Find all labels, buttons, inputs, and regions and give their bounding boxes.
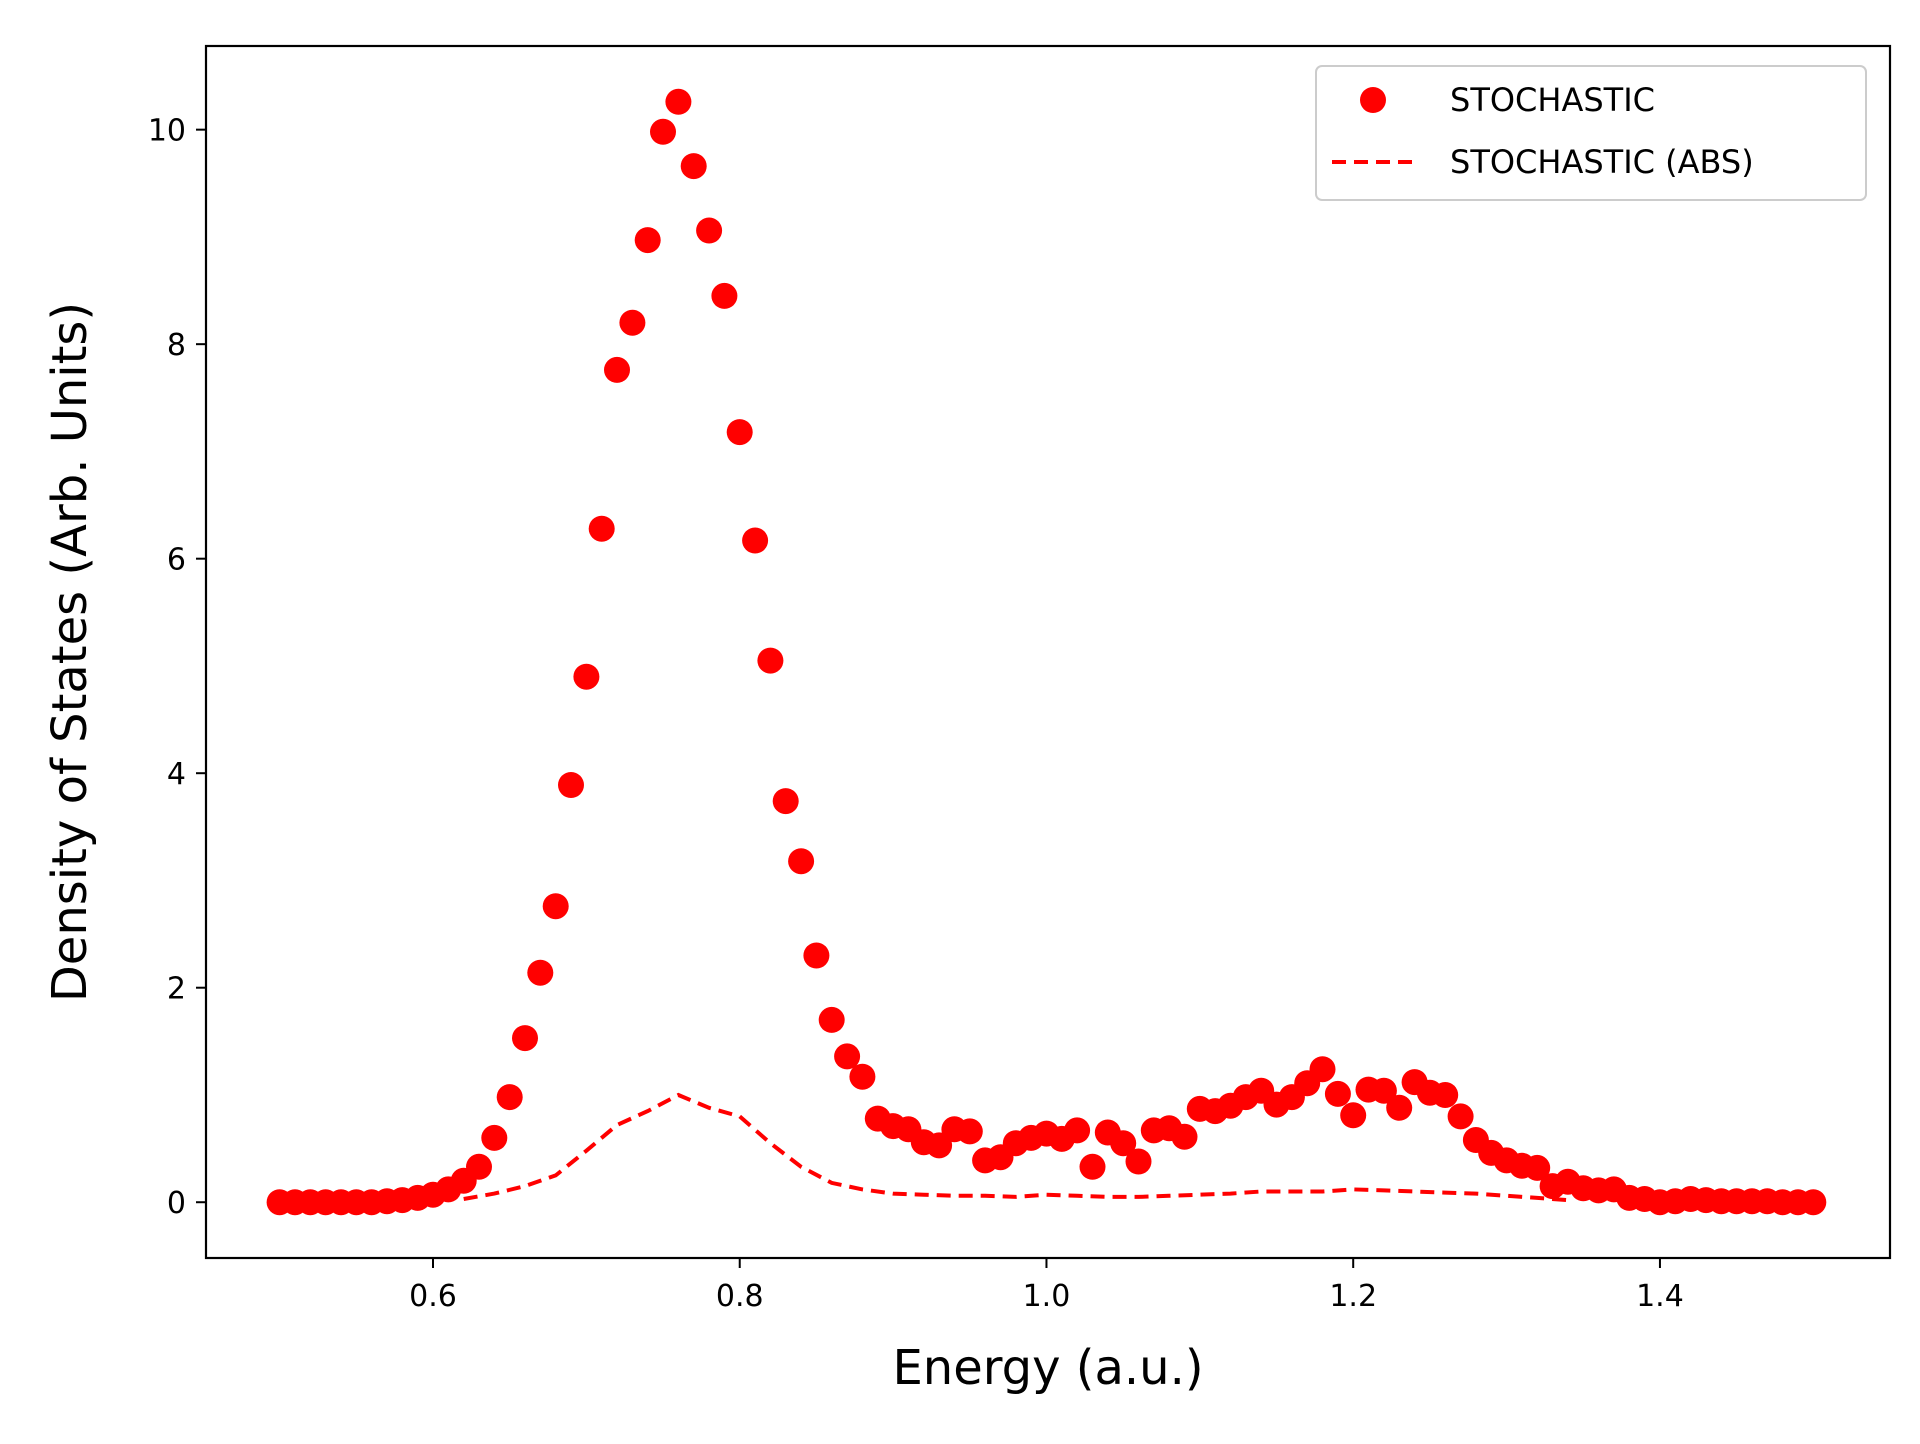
data-point <box>604 356 630 383</box>
data-point <box>573 663 600 690</box>
x-tick-label: 1.4 <box>1636 1279 1684 1314</box>
x-axis-title: Energy (a.u.) <box>892 1340 1203 1396</box>
data-point <box>481 1124 508 1151</box>
data-point <box>788 848 815 875</box>
y-tick-label: 2 <box>167 972 186 1007</box>
data-point <box>1340 1102 1367 1129</box>
data-point <box>619 309 646 336</box>
series-line-stochastic-abs <box>463 1092 1569 1203</box>
data-point <box>1370 1077 1397 1104</box>
y-tick-label: 6 <box>167 543 186 578</box>
legend-box <box>1315 65 1867 201</box>
data-point <box>1447 1103 1474 1130</box>
data-point <box>512 1025 538 1052</box>
y-tick-label: 4 <box>167 757 186 792</box>
data-point <box>711 282 738 309</box>
data-point <box>542 893 569 920</box>
legend: STOCHASTIC STOCHASTIC (ABS) <box>1315 65 1867 201</box>
data-point <box>1432 1082 1459 1108</box>
x-tick-label: 0.8 <box>716 1279 764 1314</box>
x-tick-label: 0.6 <box>409 1279 457 1314</box>
y-axis: 0 2 4 6 8 10 <box>148 114 206 1221</box>
data-point <box>496 1084 523 1111</box>
y-axis-title: Density of States (Arb. Units) <box>42 302 98 1002</box>
x-tick-label: 1.0 <box>1023 1279 1071 1314</box>
data-point <box>1386 1094 1413 1121</box>
data-point <box>634 227 661 254</box>
y-tick-label: 8 <box>167 328 186 363</box>
data-point <box>665 88 692 115</box>
y-tick-label: 10 <box>148 114 186 149</box>
data-point <box>466 1153 492 1180</box>
data-point <box>834 1043 861 1070</box>
data-point <box>1079 1153 1106 1180</box>
data-point <box>588 515 615 542</box>
data-point <box>772 788 799 815</box>
legend-label-stochastic: STOCHASTIC <box>1450 81 1655 119</box>
data-point <box>757 647 784 674</box>
data-point <box>1800 1189 1827 1216</box>
data-point <box>650 118 676 145</box>
data-point <box>558 772 584 798</box>
data-point <box>1064 1117 1091 1144</box>
series-layer <box>266 88 1827 1216</box>
data-point <box>1171 1123 1198 1150</box>
legend-label-stochastic-abs: STOCHASTIC (ABS) <box>1450 143 1754 181</box>
data-point <box>849 1063 876 1090</box>
data-point <box>742 527 769 554</box>
data-point <box>1524 1154 1551 1181</box>
data-point <box>956 1118 983 1145</box>
data-point <box>926 1132 953 1159</box>
data-point <box>803 942 830 969</box>
data-point <box>680 153 707 180</box>
data-point <box>1125 1148 1152 1175</box>
data-point <box>726 419 753 446</box>
x-axis: 0.6 0.8 1.0 1.2 1.4 <box>409 1258 1684 1314</box>
data-point <box>696 217 723 244</box>
x-tick-label: 1.2 <box>1329 1279 1377 1314</box>
data-point <box>1309 1056 1336 1083</box>
y-tick-label: 0 <box>167 1186 186 1221</box>
legend-marker-stochastic <box>1360 87 1386 113</box>
data-point <box>818 1006 845 1033</box>
data-point <box>1110 1130 1137 1157</box>
plot-frame <box>204 44 1892 1260</box>
data-point <box>1324 1080 1351 1107</box>
data-point <box>527 959 554 986</box>
